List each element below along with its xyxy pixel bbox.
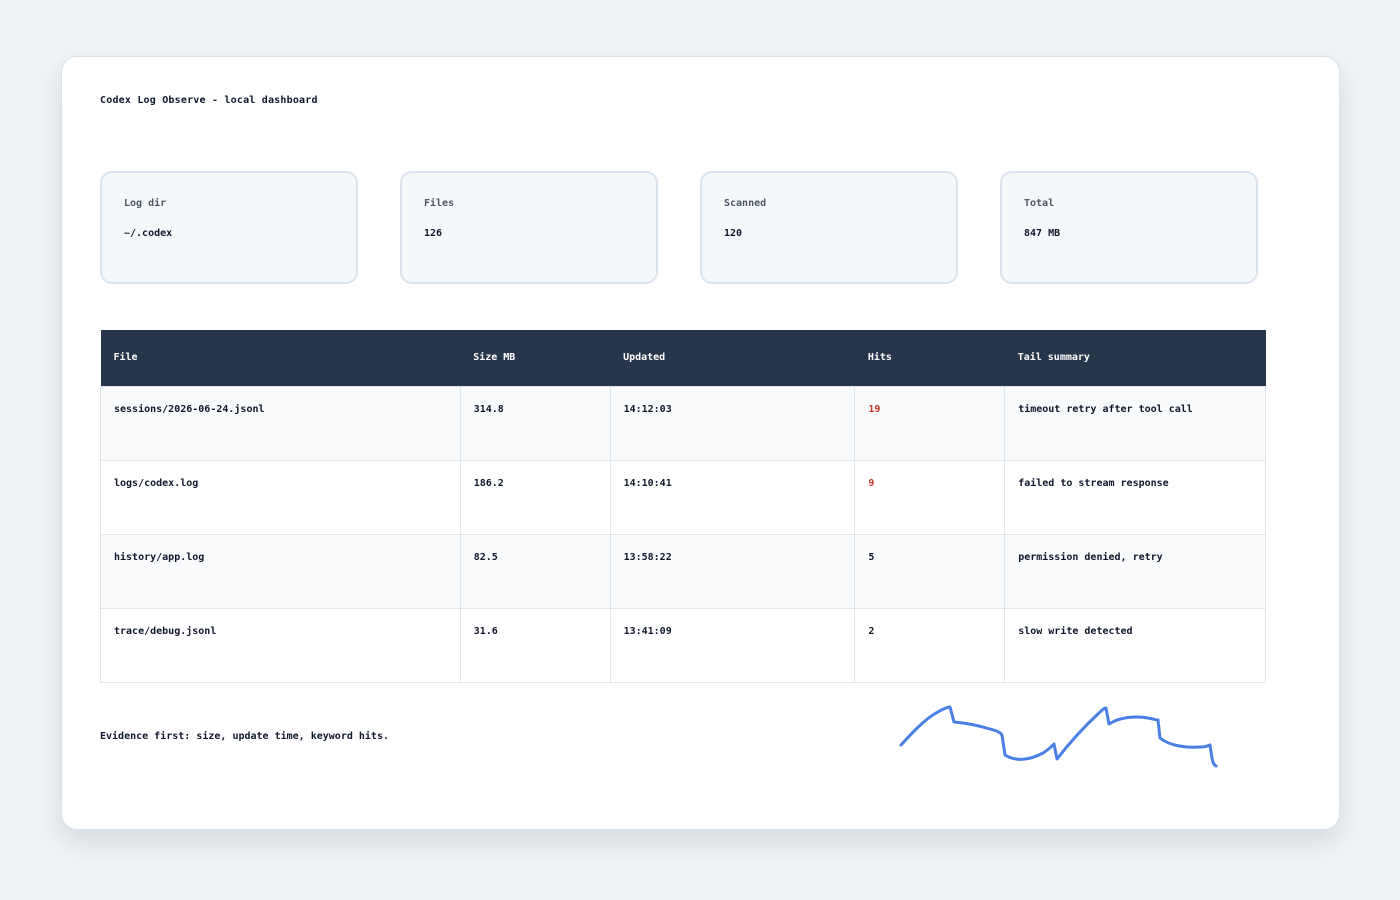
stat-card-value: 126	[424, 228, 443, 239]
cell-updated: 13:41:09	[609, 607, 856, 683]
cell-file: sessions/2026-06-24.jsonl	[100, 385, 461, 461]
table-header-row: File Size MB Updated Hits Tail summary	[100, 330, 1266, 386]
stat-card-label: Scanned	[724, 198, 767, 209]
table-row[interactable]: trace/debug.jsonl 31.6 13:41:09 2 slow w…	[100, 607, 1266, 683]
cell-hits: 9	[854, 459, 1006, 535]
stat-card-total: Total 847 MB	[1000, 171, 1258, 284]
column-header-summary[interactable]: Tail summary	[1004, 330, 1266, 386]
table-row[interactable]: logs/codex.log 186.2 14:10:41 9 failed t…	[100, 459, 1266, 535]
cell-summary: slow write detected	[1004, 607, 1266, 683]
cell-hits: 19	[854, 385, 1006, 461]
page-title: Codex Log Observe - local dashboard	[100, 95, 318, 106]
footer-note: Evidence first: size, update time, keywo…	[100, 731, 389, 742]
column-header-updated[interactable]: Updated	[610, 330, 855, 386]
stat-card-label: Total	[1024, 198, 1055, 209]
column-header-hits[interactable]: Hits	[854, 330, 1005, 386]
cell-updated: 14:12:03	[609, 385, 856, 461]
cell-file: history/app.log	[100, 533, 461, 609]
scribble-line	[899, 705, 1218, 768]
table-row[interactable]: sessions/2026-06-24.jsonl 314.8 14:12:03…	[100, 385, 1266, 461]
cell-updated: 14:10:41	[609, 459, 856, 535]
log-files-table: File Size MB Updated Hits Tail summary s…	[100, 330, 1266, 683]
stat-card-label: Files	[424, 198, 455, 209]
cell-size: 314.8	[459, 385, 611, 461]
cell-hits: 5	[854, 533, 1006, 609]
scribble-sparkline	[899, 705, 1218, 768]
stat-card-label: Log dir	[124, 198, 167, 209]
cell-updated: 13:58:22	[609, 533, 856, 609]
stat-card-value: 847 MB	[1024, 228, 1061, 239]
stat-card-log-dir: Log dir ~/.codex	[100, 171, 358, 284]
cell-file: logs/codex.log	[100, 459, 461, 535]
stat-card-value: 120	[724, 228, 743, 239]
cell-size: 31.6	[459, 607, 611, 683]
column-header-size[interactable]: Size MB	[460, 330, 611, 386]
cell-file: trace/debug.jsonl	[100, 607, 461, 683]
stat-card-files: Files 126	[400, 171, 658, 284]
column-header-file[interactable]: File	[100, 330, 461, 386]
cell-size: 186.2	[459, 459, 611, 535]
cell-summary: failed to stream response	[1004, 459, 1266, 535]
table-row[interactable]: history/app.log 82.5 13:58:22 5 permissi…	[100, 533, 1266, 609]
cell-summary: permission denied, retry	[1004, 533, 1266, 609]
cell-size: 82.5	[459, 533, 611, 609]
cell-hits: 2	[854, 607, 1006, 683]
stat-card-scanned: Scanned 120	[700, 171, 958, 284]
stat-card-value: ~/.codex	[124, 228, 173, 239]
dashboard-window: Codex Log Observe - local dashboard Log …	[61, 56, 1340, 830]
cell-summary: timeout retry after tool call	[1004, 385, 1266, 461]
